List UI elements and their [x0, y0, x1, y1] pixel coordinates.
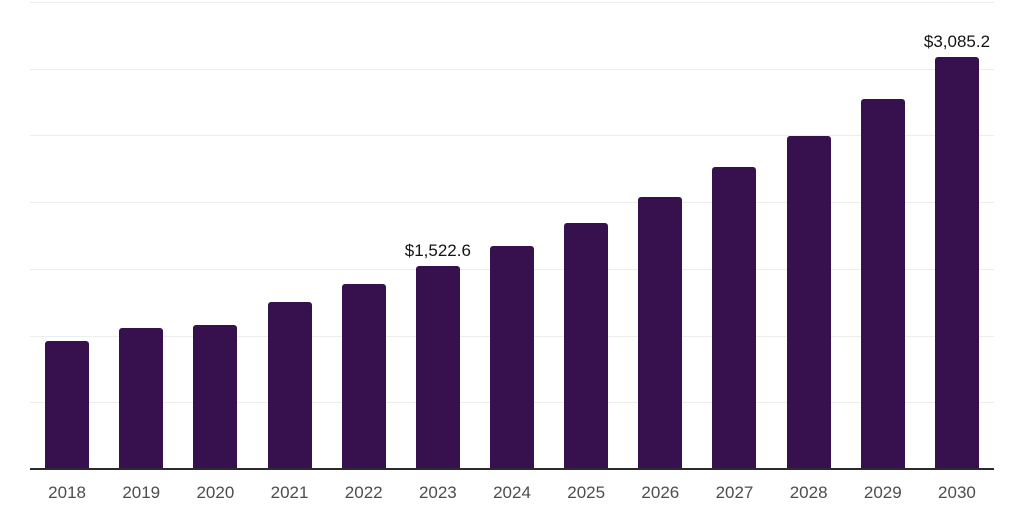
bar-band-2028	[772, 2, 846, 469]
x-tick-label-2030: 2030	[938, 483, 976, 502]
x-tick-label-2027: 2027	[715, 483, 754, 502]
x-tick-label-2018: 2018	[48, 483, 86, 502]
bar-2019	[119, 327, 164, 469]
x-tick-label-2022: 2022	[344, 483, 383, 502]
x-tick-label-2028: 2028	[789, 483, 828, 502]
bar-2023	[415, 265, 460, 469]
x-tick-label-2019: 2019	[122, 483, 161, 502]
bar-2025	[564, 222, 609, 469]
bar-band-2025	[549, 2, 623, 469]
gridline-2500	[30, 135, 994, 137]
bar-2026	[638, 197, 683, 469]
plot-area: $1,522.6 $3,085.2	[30, 2, 994, 469]
bar-2027	[712, 167, 757, 469]
bar-2022	[341, 284, 386, 469]
x-axis-tick-labels: 2018 2019 2020 2021 2022 2023 2024 2025 2026 2027…	[30, 484, 994, 501]
gridline-2000	[30, 202, 994, 204]
x-tick-label-2021: 2021	[270, 483, 309, 502]
bar-2021	[267, 301, 312, 469]
bar-band-2021	[252, 2, 326, 469]
gridline-3500	[30, 2, 994, 3]
bar-band-2022	[327, 2, 401, 469]
bar-band-2020	[178, 2, 252, 469]
bar-2024	[490, 246, 535, 469]
x-tick-label-2020: 2020	[196, 483, 235, 502]
bar-2029	[860, 98, 905, 469]
data-label-2030: $3,085.2	[923, 32, 991, 52]
x-axis-line	[30, 468, 994, 470]
bars-group: $1,522.6 $3,085.2	[30, 2, 994, 469]
bar-band-2026	[623, 2, 697, 469]
bar-band-2019	[104, 2, 178, 469]
x-tick-label-2024: 2024	[493, 483, 531, 502]
bar-band-2030: $3,085.2	[920, 2, 994, 469]
data-label-2023: $1,522.6	[404, 240, 471, 260]
bar-2030	[934, 57, 979, 469]
bar-band-2024	[475, 2, 549, 469]
x-tick-label-2029: 2029	[863, 483, 902, 502]
x-tick-label-2025: 2025	[567, 483, 606, 502]
bar-2018	[45, 340, 90, 469]
bar-band-2023: $1,522.6	[401, 2, 475, 469]
gridline-3000	[30, 68, 994, 70]
bar-band-2029	[846, 2, 920, 469]
bar-band-2027	[697, 2, 771, 469]
x-tick-label-2026: 2026	[641, 483, 680, 502]
bar-band-2018	[30, 2, 104, 469]
x-tick-label-2023: 2023	[418, 483, 457, 502]
bar-2020	[193, 324, 238, 469]
bar-2028	[786, 136, 831, 469]
